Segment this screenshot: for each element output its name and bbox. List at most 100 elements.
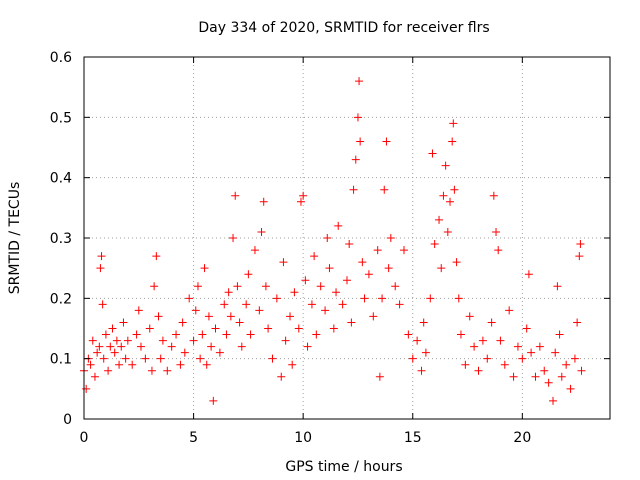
data-point bbox=[570, 354, 579, 363]
data-point bbox=[93, 348, 102, 357]
data-point bbox=[98, 300, 107, 309]
data-point bbox=[185, 294, 194, 303]
data-point bbox=[198, 330, 207, 339]
data-point bbox=[268, 354, 277, 363]
data-point bbox=[417, 366, 426, 375]
data-point bbox=[202, 360, 211, 369]
data-point bbox=[553, 282, 562, 291]
data-point bbox=[489, 191, 498, 200]
data-point bbox=[117, 342, 126, 351]
x-tick-label: 15 bbox=[404, 430, 422, 446]
data-point bbox=[378, 294, 387, 303]
data-point bbox=[97, 252, 106, 261]
data-point bbox=[576, 240, 585, 249]
data-point bbox=[470, 342, 479, 351]
data-point bbox=[524, 270, 533, 279]
data-point bbox=[562, 360, 571, 369]
data-point bbox=[134, 306, 143, 315]
data-point bbox=[204, 312, 213, 321]
data-point bbox=[347, 318, 356, 327]
data-point bbox=[96, 264, 105, 273]
data-point bbox=[358, 258, 367, 267]
data-point bbox=[180, 348, 189, 357]
data-point bbox=[446, 197, 455, 206]
data-point bbox=[369, 312, 378, 321]
data-point bbox=[281, 336, 290, 345]
data-point bbox=[509, 372, 518, 381]
chart-title: Day 334 of 2020, SRMTID for receiver flr… bbox=[198, 20, 489, 36]
data-point bbox=[513, 342, 522, 351]
data-point bbox=[250, 246, 259, 255]
data-point bbox=[257, 227, 266, 236]
data-point bbox=[353, 113, 362, 122]
data-point bbox=[338, 300, 347, 309]
data-point bbox=[557, 372, 566, 381]
data-point bbox=[294, 324, 303, 333]
data-point bbox=[332, 288, 341, 297]
data-point bbox=[95, 342, 104, 351]
data-point bbox=[220, 300, 229, 309]
data-point bbox=[316, 282, 325, 291]
data-point bbox=[123, 336, 132, 345]
data-point bbox=[441, 161, 450, 170]
data-point bbox=[419, 318, 428, 327]
plot-frame bbox=[83, 56, 611, 420]
data-point bbox=[505, 306, 514, 315]
data-point bbox=[264, 324, 273, 333]
data-point bbox=[443, 227, 452, 236]
data-point bbox=[215, 348, 224, 357]
data-point bbox=[132, 330, 141, 339]
data-point bbox=[90, 372, 99, 381]
data-point bbox=[540, 366, 549, 375]
data-point bbox=[474, 366, 483, 375]
data-point bbox=[577, 366, 586, 375]
data-point bbox=[244, 270, 253, 279]
data-point bbox=[224, 288, 233, 297]
data-point bbox=[172, 330, 181, 339]
data-point bbox=[494, 246, 503, 255]
data-point bbox=[450, 185, 459, 194]
data-point bbox=[141, 354, 150, 363]
data-point bbox=[426, 294, 435, 303]
data-point bbox=[465, 312, 474, 321]
data-point bbox=[191, 306, 200, 315]
data-point bbox=[178, 318, 187, 327]
data-point bbox=[364, 270, 373, 279]
x-tick-label: 5 bbox=[189, 430, 198, 446]
data-point bbox=[522, 324, 531, 333]
data-point bbox=[277, 372, 286, 381]
data-point bbox=[261, 282, 270, 291]
data-point bbox=[492, 227, 501, 236]
data-point bbox=[189, 336, 198, 345]
data-point bbox=[211, 324, 220, 333]
data-point bbox=[375, 372, 384, 381]
data-point bbox=[356, 137, 365, 146]
data-point bbox=[299, 191, 308, 200]
data-point bbox=[112, 336, 121, 345]
data-point bbox=[483, 354, 492, 363]
data-point bbox=[279, 258, 288, 267]
data-point bbox=[237, 342, 246, 351]
data-point bbox=[150, 282, 159, 291]
data-point bbox=[448, 137, 457, 146]
data-point bbox=[104, 366, 113, 375]
data-point bbox=[286, 312, 295, 321]
data-point bbox=[136, 342, 145, 351]
data-point bbox=[323, 234, 332, 242]
data-point bbox=[115, 360, 124, 369]
data-point bbox=[233, 282, 242, 291]
data-points bbox=[80, 77, 586, 405]
data-point bbox=[255, 306, 264, 315]
data-point bbox=[428, 149, 437, 158]
data-point bbox=[349, 185, 358, 194]
data-point bbox=[391, 282, 400, 291]
data-point bbox=[500, 360, 509, 369]
x-tick-label: 20 bbox=[513, 430, 531, 446]
data-point bbox=[296, 197, 305, 206]
data-point bbox=[408, 354, 417, 363]
data-point bbox=[82, 384, 91, 393]
data-point bbox=[404, 330, 413, 339]
data-point bbox=[345, 240, 354, 249]
y-tick-label: 0.4 bbox=[50, 171, 72, 187]
